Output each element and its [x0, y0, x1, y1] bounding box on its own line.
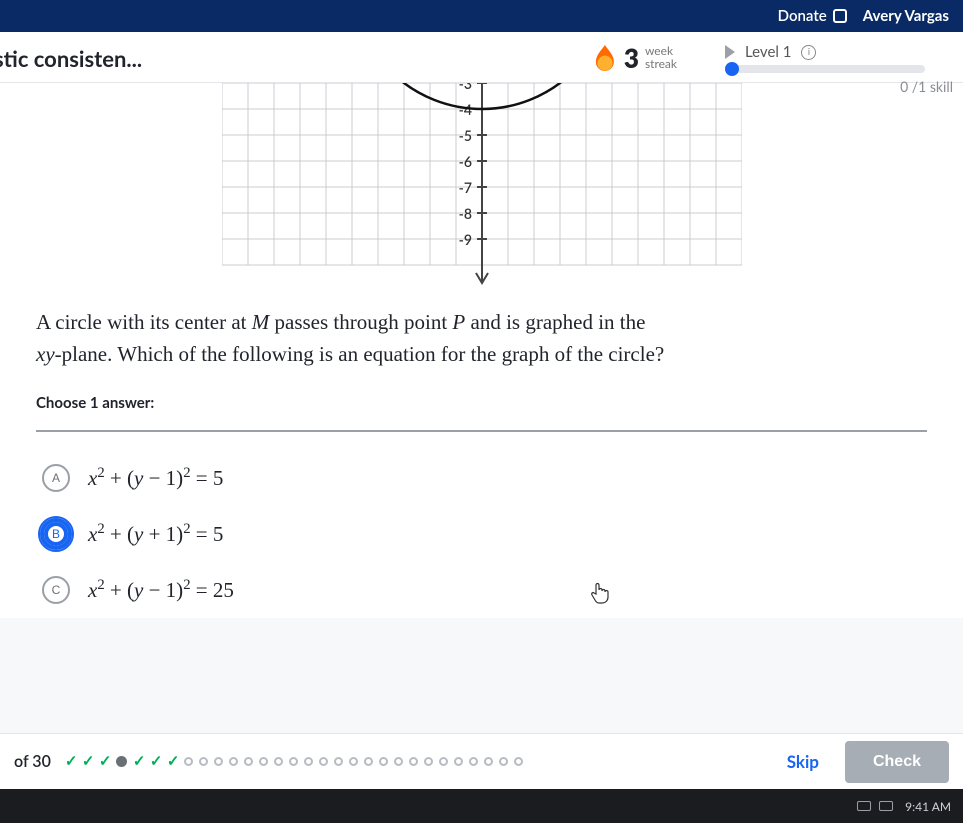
svg-text:-3: -3: [458, 83, 471, 92]
lesson-header: stic consisten... 3 weekstreak Level 1 i: [0, 32, 963, 83]
option-b-math: x2 + (y + 1)2 = 5: [88, 521, 223, 547]
progress-dot-todo[interactable]: [199, 757, 208, 766]
streak-widget: 3 weekstreak: [594, 42, 677, 74]
progress-dot-todo[interactable]: [424, 757, 433, 766]
progress-dot-todo[interactable]: [364, 757, 373, 766]
progress-dot-todo[interactable]: [214, 757, 223, 766]
progress-dot-todo[interactable]: [394, 757, 403, 766]
question-content: -3-4-5-6-7-8-9 A circle with its center …: [0, 83, 963, 618]
svg-text:-9: -9: [458, 231, 471, 248]
progress-dot-todo[interactable]: [454, 757, 463, 766]
progress-dot-todo[interactable]: [439, 757, 448, 766]
progress-dot-todo[interactable]: [334, 757, 343, 766]
progress-dot-todo[interactable]: [289, 757, 298, 766]
skip-button[interactable]: Skip: [771, 741, 835, 782]
graph: -3-4-5-6-7-8-9: [222, 83, 742, 285]
progress-dot-todo[interactable]: [319, 757, 328, 766]
progress-of-label: of 30: [14, 752, 51, 771]
progress-dot-todo[interactable]: [499, 757, 508, 766]
question-text: A circle with its center at M passes thr…: [30, 285, 933, 378]
tray-icons: [857, 801, 893, 811]
progress-dot-todo[interactable]: [274, 757, 283, 766]
choose-label: Choose 1 answer:: [30, 378, 933, 422]
progress-dot-todo[interactable]: [304, 757, 313, 766]
progress-dot-todo[interactable]: [229, 757, 238, 766]
progress-dot-todo[interactable]: [409, 757, 418, 766]
svg-text:-5: -5: [458, 127, 471, 144]
progress-dot-todo[interactable]: [244, 757, 253, 766]
option-c-radio[interactable]: C: [42, 576, 70, 604]
check-button[interactable]: Check: [845, 741, 949, 783]
option-b[interactable]: B x2 + (y + 1)2 = 5: [36, 506, 927, 562]
progress-dot-correct[interactable]: ✓: [65, 756, 76, 767]
tray-icon[interactable]: [879, 801, 893, 811]
global-header: Donate Avery Vargas: [0, 0, 963, 32]
os-taskbar: 9:41 AM: [0, 789, 963, 823]
progress-dot-todo[interactable]: [469, 757, 478, 766]
progress-dot-current[interactable]: [116, 756, 127, 767]
clock: 9:41 AM: [905, 799, 951, 814]
user-name[interactable]: Avery Vargas: [863, 7, 949, 25]
progress-dot-correct[interactable]: ✓: [167, 756, 178, 767]
progress-dot-todo[interactable]: [349, 757, 358, 766]
level-area: Level 1 i: [725, 43, 945, 73]
level-progress-thumb: [725, 62, 739, 76]
progress-dot-todo[interactable]: [514, 757, 523, 766]
option-c-math: x2 + (y − 1)2 = 25: [88, 577, 234, 603]
heart-icon: [833, 9, 847, 23]
level-progress-track: [725, 65, 925, 73]
streak-label: weekstreak: [645, 45, 677, 70]
progress-dot-todo[interactable]: [379, 757, 388, 766]
option-a[interactable]: A x2 + (y − 1)2 = 5: [36, 450, 927, 506]
progress-dot-correct[interactable]: ✓: [82, 756, 93, 767]
progress-dot-todo[interactable]: [259, 757, 268, 766]
option-c[interactable]: C x2 + (y − 1)2 = 25: [36, 562, 927, 618]
flame-icon: [594, 45, 616, 71]
donate-link[interactable]: Donate: [778, 7, 847, 25]
donate-label: Donate: [778, 7, 827, 25]
svg-text:-8: -8: [458, 205, 471, 222]
svg-text:-6: -6: [458, 153, 471, 170]
progress-dot-correct[interactable]: ✓: [150, 756, 161, 767]
option-a-math: x2 + (y − 1)2 = 5: [88, 465, 223, 491]
option-b-radio[interactable]: B: [42, 520, 70, 548]
info-icon[interactable]: i: [801, 45, 816, 60]
progress-dot-todo[interactable]: [184, 757, 193, 766]
svg-text:-7: -7: [458, 179, 471, 196]
options-divider: [36, 430, 927, 432]
progress-dot-todo[interactable]: [484, 757, 493, 766]
progress-dot-correct[interactable]: ✓: [99, 756, 110, 767]
options-list: A x2 + (y − 1)2 = 5 B x2 + (y + 1)2 = 5 …: [30, 450, 933, 618]
option-a-radio[interactable]: A: [42, 464, 70, 492]
tray-icon[interactable]: [857, 801, 871, 811]
question-footer: of 30 ✓ ✓ ✓ ✓ ✓ ✓ Skip Check: [0, 733, 963, 789]
lesson-title: stic consisten...: [0, 45, 142, 72]
streak-count: 3: [624, 42, 639, 74]
progress-dots: ✓ ✓ ✓ ✓ ✓ ✓: [65, 756, 761, 767]
progress-dot-correct[interactable]: ✓: [133, 756, 144, 767]
skill-count: 0 /1 skill: [900, 78, 953, 95]
play-icon[interactable]: [725, 45, 735, 59]
graph-wrap: -3-4-5-6-7-8-9: [30, 83, 933, 285]
level-label: Level 1: [745, 43, 791, 61]
